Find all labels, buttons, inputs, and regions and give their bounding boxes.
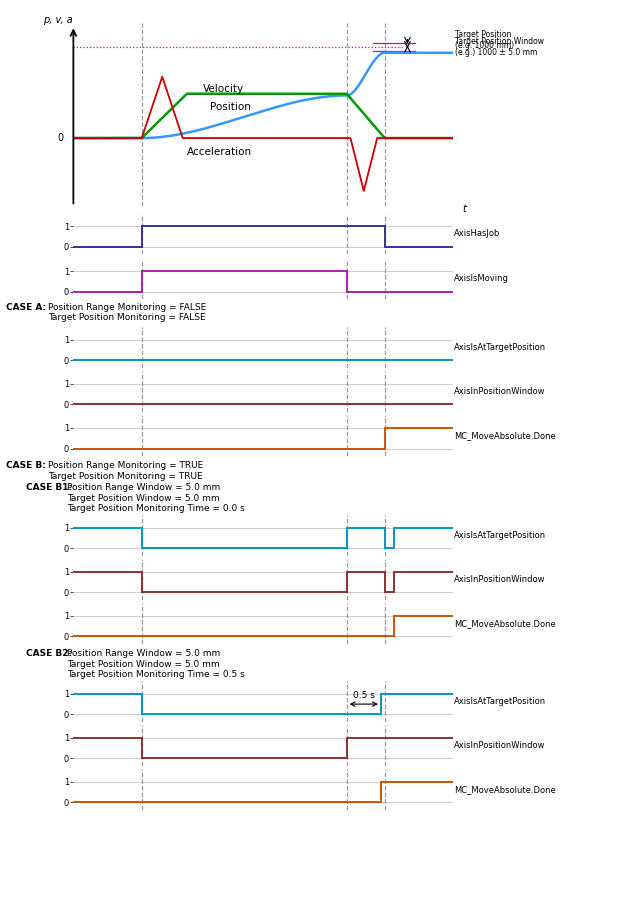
Text: 0.5 s: 0.5 s [353, 691, 375, 700]
Text: MC_MoveAbsolute.Done: MC_MoveAbsolute.Done [454, 785, 556, 794]
Text: CASE B:: CASE B: [6, 461, 46, 470]
Text: Position Range Monitoring = FALSE
Target Position Monitoring = FALSE: Position Range Monitoring = FALSE Target… [48, 303, 206, 322]
Text: p, v, a: p, v, a [43, 15, 73, 25]
Text: Target Position
(e.g. 1000 mm): Target Position (e.g. 1000 mm) [455, 30, 514, 50]
Text: AxisIsAtTargetPosition: AxisIsAtTargetPosition [454, 531, 546, 540]
Text: AxisHasJob: AxisHasJob [454, 229, 500, 238]
Text: AxisIsAtTargetPosition: AxisIsAtTargetPosition [454, 343, 546, 352]
Text: Position Range Window = 5.0 mm
Target Position Window = 5.0 mm
Target Position M: Position Range Window = 5.0 mm Target Po… [67, 483, 245, 513]
Text: Position: Position [210, 102, 251, 112]
Text: CASE B2:: CASE B2: [26, 649, 71, 658]
Text: CASE A:: CASE A: [6, 303, 47, 312]
Text: Position Range Window = 5.0 mm
Target Position Window = 5.0 mm
Target Position M: Position Range Window = 5.0 mm Target Po… [67, 649, 245, 679]
Text: AxisIsAtTargetPosition: AxisIsAtTargetPosition [454, 697, 546, 706]
Text: 0: 0 [58, 133, 64, 143]
Text: MC_MoveAbsolute.Done: MC_MoveAbsolute.Done [454, 431, 556, 440]
Text: AxisInPositionWindow: AxisInPositionWindow [454, 741, 545, 750]
Text: Velocity: Velocity [202, 84, 244, 94]
Text: Target Position Window
(e.g.) 1000 ± 5.0 mm: Target Position Window (e.g.) 1000 ± 5.0… [455, 37, 544, 57]
Text: MC_MoveAbsolute.Done: MC_MoveAbsolute.Done [454, 619, 556, 628]
Text: Acceleration: Acceleration [188, 147, 253, 157]
Text: AxisInPositionWindow: AxisInPositionWindow [454, 575, 545, 584]
Text: Position Range Monitoring = TRUE
Target Position Monitoring = TRUE: Position Range Monitoring = TRUE Target … [48, 461, 203, 481]
Text: AxisIsMoving: AxisIsMoving [454, 274, 509, 283]
Text: AxisInPositionWindow: AxisInPositionWindow [454, 387, 545, 396]
Text: CASE B1:: CASE B1: [26, 483, 71, 492]
Text: t: t [463, 204, 466, 215]
